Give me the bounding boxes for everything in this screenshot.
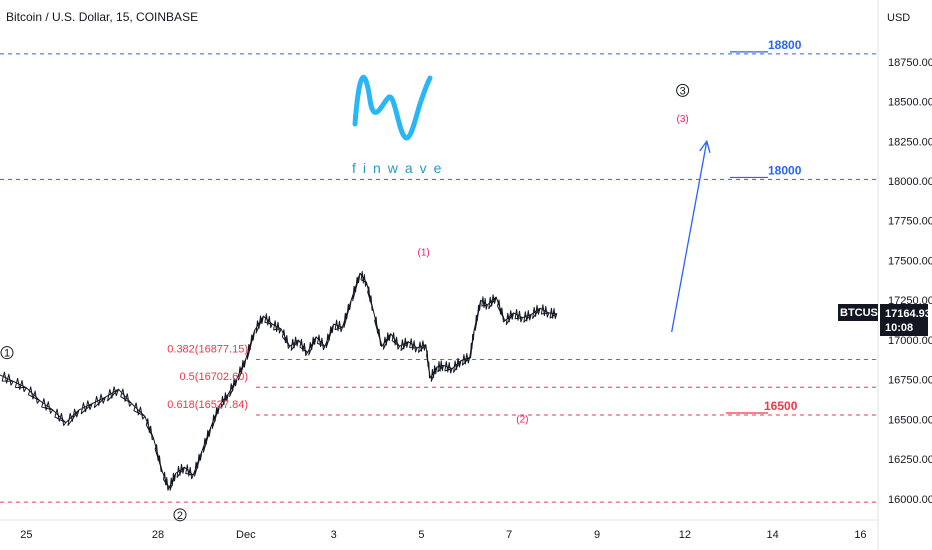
price-badge-value: 17164.93 (885, 308, 931, 320)
price-badge-bg (880, 304, 928, 336)
fib-label: 0.618(16527.84) (167, 399, 248, 411)
x-tick-label: 5 (418, 529, 424, 541)
x-tick-label: 25 (20, 529, 32, 541)
x-tick-label: 16 (854, 529, 866, 541)
price-series (0, 270, 558, 491)
symbol-badge: BTCUSD (840, 307, 886, 319)
y-tick-label: 18500.00 (888, 97, 932, 109)
chart-title: Bitcoin / U.S. Dollar, 15, COINBASE (6, 10, 198, 24)
y-tick-label: 16500.00 (888, 414, 932, 426)
price-line (0, 270, 558, 491)
circle-label-ring (173, 508, 187, 522)
circle-label-ring (0, 346, 14, 360)
price-badge-timer: 10:08 (885, 322, 913, 334)
y-tick-label: 16250.00 (888, 454, 932, 466)
finwave-wave-icon (352, 74, 433, 141)
brand-name: finwave (352, 160, 448, 176)
price-badge: BTCUSD 17164.93 10:08 (838, 304, 931, 336)
x-tick-label: 12 (679, 529, 691, 541)
annotations: 0.382(16877.15) 0.5(16702.60) 0.618(16527.… (0, 83, 711, 522)
x-tick-label: Dec (236, 529, 256, 541)
projection-arrow-line (671, 141, 708, 333)
level-label: 18000 (768, 163, 802, 177)
wave-label: (1) (418, 248, 430, 259)
y-axis-unit: USD (887, 12, 910, 24)
level-label: 16500 (764, 399, 798, 413)
arrow-head-icon (699, 139, 711, 154)
x-tick-label: 3 (331, 529, 337, 541)
wave-label: (3) (677, 114, 689, 125)
circle-label: 1 (4, 348, 10, 360)
wave-label: (2) (516, 415, 528, 426)
y-tick-label: 17500.00 (888, 255, 932, 267)
x-tick-label: 14 (767, 529, 779, 541)
y-tick-label: 16000.00 (888, 494, 932, 506)
fib-label: 0.5(16702.60) (180, 371, 249, 383)
circle-label: 3 (680, 85, 686, 97)
y-tick-label: 18750.00 (888, 57, 932, 69)
symbol-badge-bg (838, 304, 878, 321)
x-tick-label: 9 (594, 529, 600, 541)
y-tick-label: 17000.00 (888, 335, 932, 347)
fib-label: 0.382(16877.15) (167, 343, 248, 355)
x-tick-label: 28 (152, 529, 164, 541)
x-tick-label: 7 (506, 529, 512, 541)
circle-label: 2 (177, 510, 183, 522)
horizontal-levels: 18800 18000 16500 (0, 38, 878, 503)
finwave-logo: finwave (352, 74, 448, 176)
circle-label-ring (676, 83, 690, 97)
y-tick-label: 16750.00 (888, 375, 932, 387)
y-tick-label: 17750.00 (888, 216, 932, 228)
y-tick-label: 18000.00 (888, 176, 932, 188)
y-tick-label: 18250.00 (888, 136, 932, 148)
level-label: 18800 (768, 38, 802, 52)
